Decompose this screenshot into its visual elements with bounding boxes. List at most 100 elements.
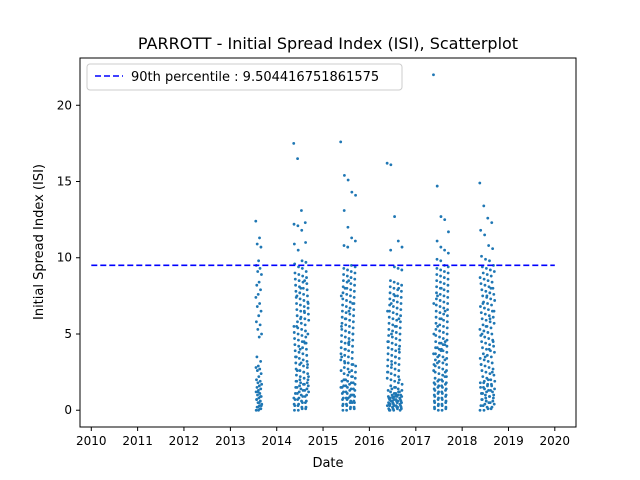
data-point	[441, 355, 445, 359]
data-point	[399, 295, 403, 299]
data-point	[259, 395, 262, 398]
data-point	[479, 404, 483, 408]
data-point	[397, 317, 401, 321]
data-point	[489, 378, 493, 382]
data-point	[303, 221, 307, 225]
data-point	[350, 350, 354, 354]
data-point	[294, 392, 297, 395]
data-point	[339, 294, 343, 298]
data-point	[388, 297, 392, 301]
data-point	[481, 392, 484, 395]
data-point	[345, 299, 348, 302]
data-point	[389, 399, 393, 403]
data-point	[295, 324, 299, 328]
data-point	[300, 407, 304, 411]
data-point	[292, 222, 296, 226]
data-point	[353, 265, 357, 269]
data-point	[303, 317, 307, 321]
data-point	[491, 399, 495, 403]
data-point	[435, 291, 438, 295]
data-point	[305, 387, 309, 391]
data-point	[492, 344, 495, 348]
data-point	[482, 204, 486, 208]
data-point	[444, 389, 447, 392]
data-point	[258, 367, 262, 371]
y-tick-label: 0	[64, 403, 72, 417]
data-point	[306, 363, 309, 366]
data-point	[446, 277, 450, 281]
data-point	[489, 389, 492, 392]
data-point	[484, 324, 488, 328]
data-point	[443, 358, 447, 362]
data-point	[339, 385, 343, 389]
data-point	[440, 408, 444, 412]
data-point	[439, 259, 443, 263]
x-axis-label: Date	[312, 456, 343, 471]
data-point	[389, 372, 393, 376]
data-point	[397, 378, 401, 382]
data-point	[445, 350, 449, 354]
data-point	[442, 276, 446, 279]
data-point	[339, 369, 343, 372]
data-point	[479, 282, 483, 286]
data-point	[256, 369, 259, 372]
data-point	[482, 358, 486, 362]
data-point	[344, 305, 348, 308]
data-point	[432, 381, 436, 385]
data-point	[491, 286, 495, 290]
data-point	[490, 370, 494, 374]
data-point	[435, 273, 439, 276]
data-point	[348, 318, 352, 322]
data-point	[394, 349, 398, 353]
data-point	[297, 356, 301, 360]
data-point	[432, 393, 436, 397]
data-point	[493, 387, 496, 391]
data-point	[394, 404, 398, 408]
data-point	[435, 285, 439, 289]
data-point	[492, 373, 496, 377]
data-point	[443, 270, 446, 273]
data-point	[254, 320, 258, 324]
data-point	[389, 384, 393, 388]
data-point	[303, 279, 307, 283]
data-point	[347, 279, 351, 283]
data-point	[350, 356, 354, 360]
data-point	[432, 387, 436, 391]
data-point	[491, 396, 495, 400]
data-point	[343, 353, 347, 357]
y-tick-label: 10	[57, 251, 72, 265]
data-point	[301, 274, 305, 278]
data-point	[386, 364, 390, 368]
data-point	[387, 315, 391, 319]
data-point	[490, 303, 493, 307]
data-point	[434, 303, 438, 307]
data-point	[443, 340, 447, 344]
data-point	[340, 340, 343, 344]
data-point	[435, 346, 439, 350]
data-point	[490, 382, 493, 386]
data-point	[385, 404, 389, 408]
data-point	[305, 353, 309, 357]
data-point	[446, 295, 450, 299]
x-tick-label: 2019	[493, 434, 524, 448]
data-point	[302, 382, 305, 386]
data-point	[295, 294, 299, 298]
data-point	[439, 268, 443, 272]
data-point	[343, 286, 347, 290]
data-point	[386, 389, 390, 392]
data-point	[306, 384, 310, 388]
data-point	[487, 389, 490, 392]
data-point	[481, 352, 485, 356]
data-point	[399, 320, 402, 324]
data-point	[259, 360, 263, 363]
data-point	[486, 378, 490, 382]
data-point	[302, 364, 305, 368]
data-point	[432, 399, 436, 403]
plot-background	[80, 58, 576, 427]
data-point	[348, 407, 352, 411]
data-point	[490, 361, 494, 365]
data-point	[486, 216, 490, 220]
data-point	[340, 355, 344, 359]
data-point	[484, 318, 488, 322]
